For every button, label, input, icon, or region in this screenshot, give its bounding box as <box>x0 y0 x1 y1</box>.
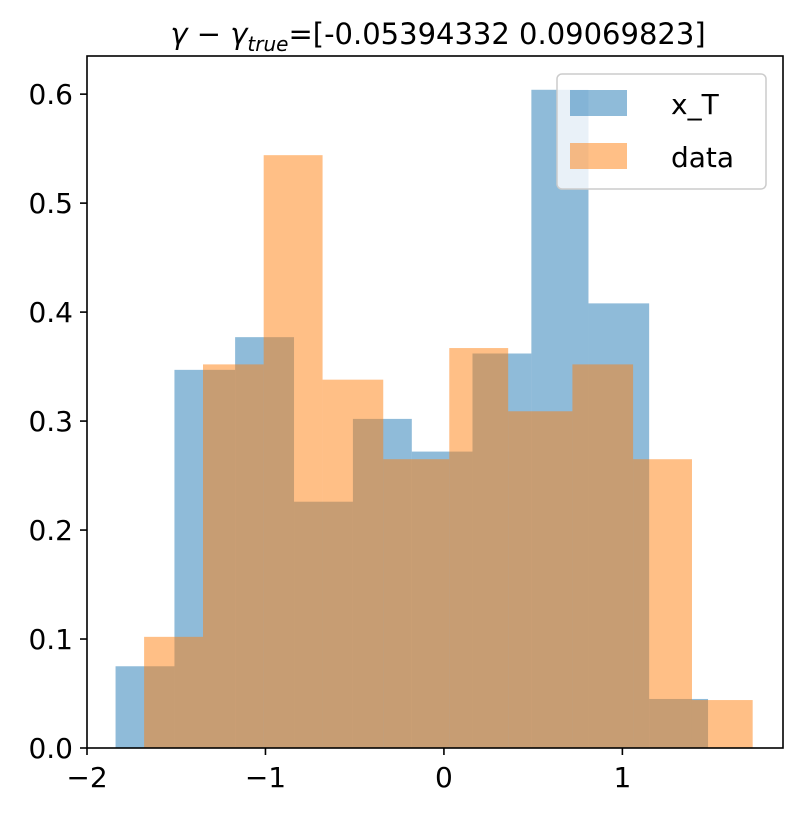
x-tick-label: −1 <box>245 761 286 794</box>
axes-frame <box>86 55 784 749</box>
x-tick-label: 0 <box>435 761 453 794</box>
legend-swatch <box>570 90 627 116</box>
chart-title-subscript: true <box>247 32 288 56</box>
bar-data-1 <box>203 364 264 748</box>
y-tick-label: 0.6 <box>28 78 73 111</box>
bar-data-8 <box>633 459 692 748</box>
chart-title-prefix: γ − γ <box>170 17 249 51</box>
bar-data-3 <box>322 379 384 748</box>
legend-label: x_T <box>671 88 720 121</box>
bar-data-9 <box>691 700 753 748</box>
y-tick-label: 0.1 <box>28 623 73 656</box>
bar-data-4 <box>383 459 450 748</box>
y-tick-label: 0.0 <box>28 732 73 765</box>
legend-label: data <box>671 141 734 174</box>
histogram-bars <box>115 89 753 749</box>
y-tick-label: 0.2 <box>28 514 73 547</box>
x-tick-label: −2 <box>66 761 107 794</box>
bar-data-6 <box>508 411 573 748</box>
x-axis-ticks: −2 −1 0 1 <box>66 748 631 794</box>
bar-data-5 <box>449 348 509 748</box>
y-tick-label: 0.5 <box>28 187 73 220</box>
bar-data-0 <box>144 636 203 748</box>
y-tick-label: 0.4 <box>28 296 73 329</box>
x-tick-label: 1 <box>613 761 631 794</box>
bar-data-2 <box>263 155 323 748</box>
y-tick-label: 0.3 <box>28 405 73 438</box>
bar-data-7 <box>572 364 634 748</box>
y-axis-ticks: 0.0 0.1 0.2 0.3 0.4 0.5 0.6 <box>28 78 87 765</box>
chart-title-suffix: =[-0.05394332 0.09069823] <box>288 17 705 51</box>
legend-swatch <box>570 143 627 169</box>
chart-title: γ − γtrue=[-0.05394332 0.09069823] <box>170 17 705 56</box>
